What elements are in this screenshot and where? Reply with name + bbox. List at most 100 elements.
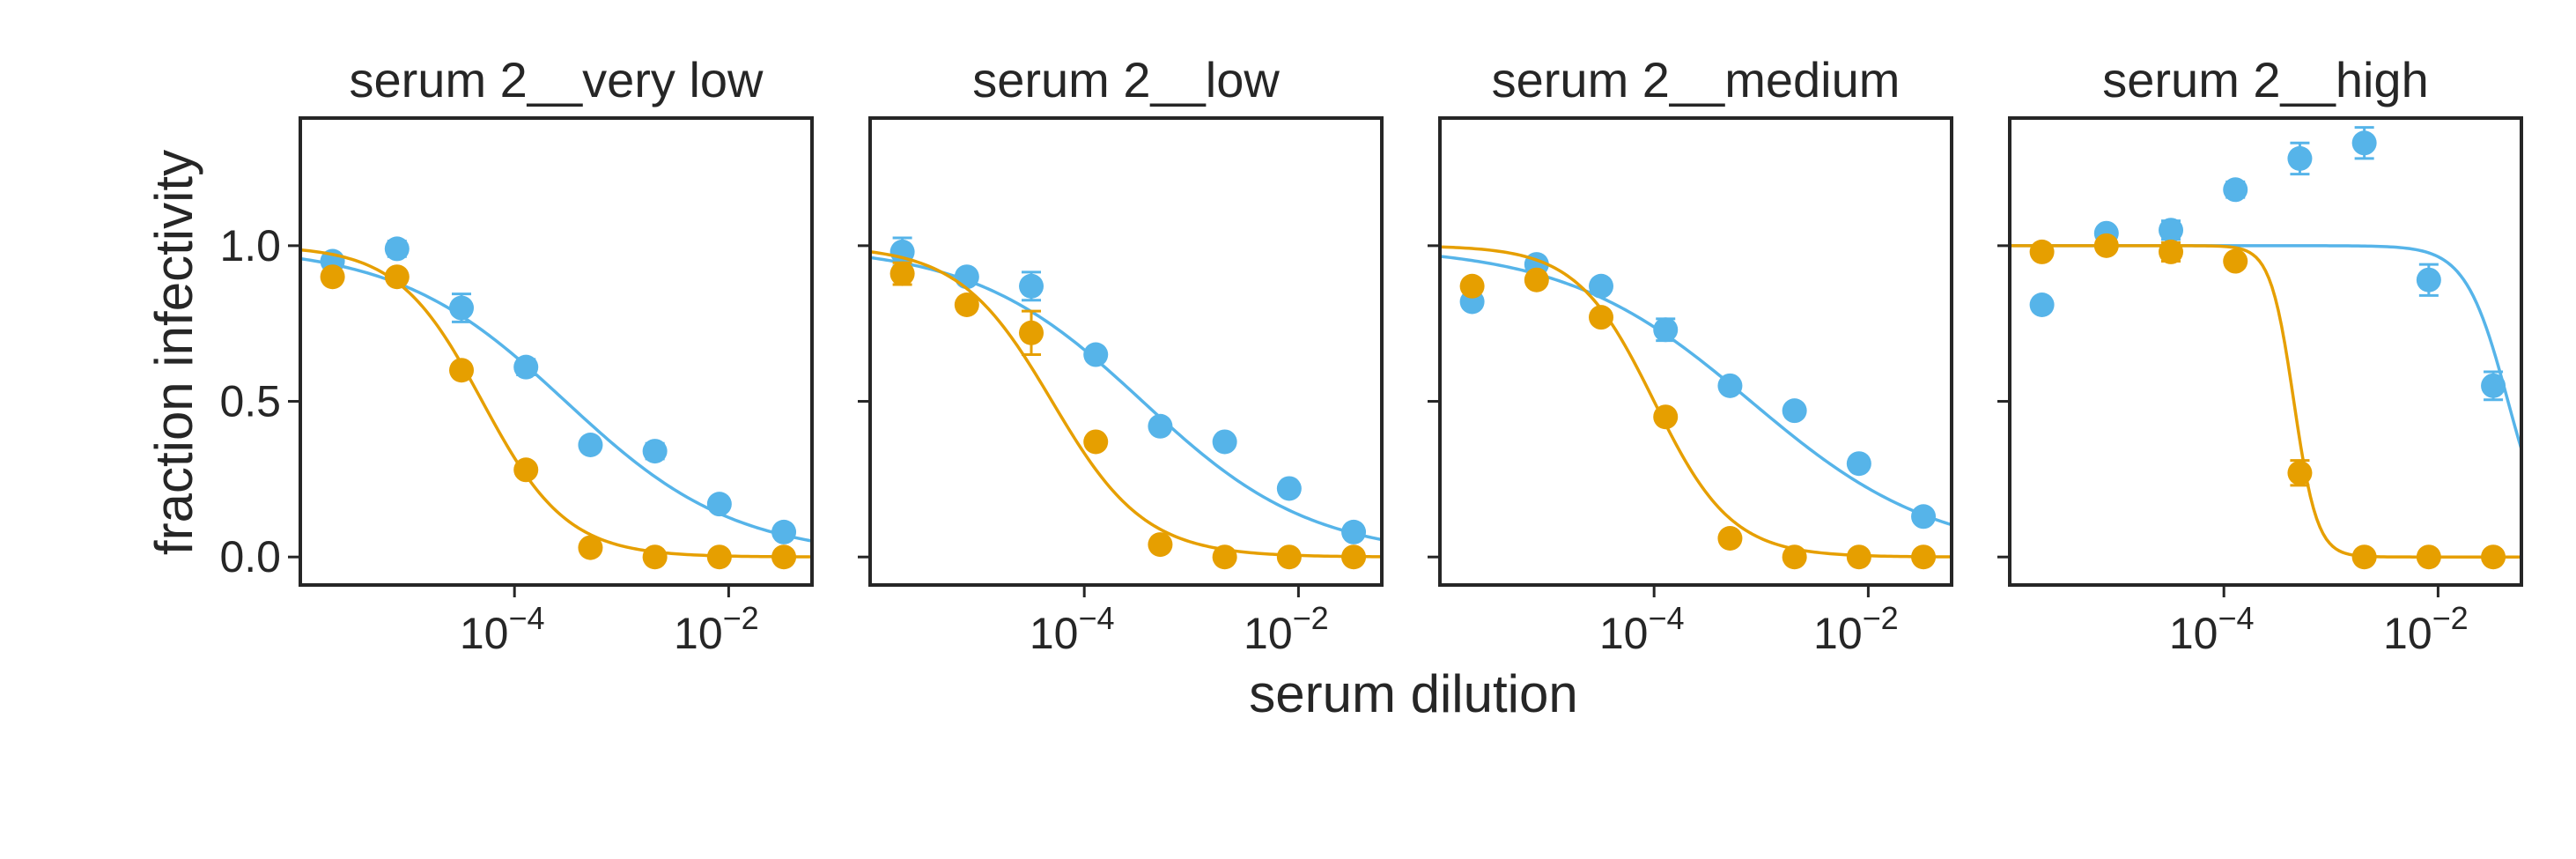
data-point [1019, 273, 1044, 299]
data-point [2481, 373, 2506, 398]
fit-curve [870, 255, 1382, 542]
panel-frame [868, 116, 1384, 587]
y-tick-label: 1.0 [219, 221, 281, 270]
x-tick-exponent: −4 [1078, 600, 1114, 636]
panel-title: serum 2__high [2102, 52, 2428, 107]
data-point [1846, 544, 1871, 570]
data-point [1148, 532, 1173, 558]
x-tick-label: 10−2 [674, 600, 759, 658]
fit-curve [1440, 245, 1952, 559]
data-point [1019, 320, 1044, 345]
y-axis-label: fraction infectivity [144, 150, 203, 555]
data-point [771, 544, 797, 570]
panel-frame [299, 116, 814, 587]
data-point [2029, 239, 2055, 264]
data-point [2159, 239, 2184, 264]
panel-1: serum 2__very low 1.0 0.5 0.0 10−4 10−2 [219, 52, 814, 658]
x-tick-exponent: −4 [1648, 600, 1684, 636]
data-point [384, 236, 410, 262]
x-tick-label: 10−2 [1813, 600, 1899, 658]
data-point [1782, 544, 1807, 570]
data-point [642, 544, 668, 570]
x-tick-exponent: −2 [2432, 600, 2469, 636]
data-point [2159, 218, 2184, 243]
data-point [2351, 544, 2377, 570]
data-point [320, 264, 345, 290]
fit-curve [1440, 255, 1952, 527]
data-point [954, 264, 979, 290]
data-point [642, 439, 668, 464]
data-point [1083, 429, 1109, 455]
data-point [1846, 451, 1871, 477]
data-point [1911, 504, 1937, 529]
data-point [1212, 544, 1237, 570]
panel-3: serum 2__medium 10−4 10−2 [1428, 52, 1953, 658]
data-point [2029, 293, 2055, 317]
series-blue [2010, 126, 2521, 450]
series-blue [870, 236, 1382, 544]
data-point [1276, 476, 1302, 501]
x-tick-label: 10−4 [2169, 600, 2255, 658]
data-point [1083, 342, 1109, 367]
data-point [1589, 305, 1614, 330]
panel-2: serum 2__low 10−4 10−2 [858, 52, 1384, 658]
x-tick-exponent: −2 [723, 600, 759, 636]
panel-title: serum 2__medium [1492, 52, 1901, 107]
series-orange [870, 250, 1382, 570]
panel-title: serum 2__low [972, 52, 1280, 107]
data-point [2093, 233, 2119, 258]
panel-frame [1438, 116, 1953, 587]
y-tick-label: 0.5 [219, 377, 281, 426]
data-point [1276, 544, 1302, 570]
panel-frame [2008, 116, 2523, 587]
data-point [1717, 373, 1743, 398]
series-orange [300, 248, 812, 570]
x-tick-label: 10−2 [1244, 600, 1329, 658]
x-tick-exponent: −2 [1293, 600, 1329, 636]
fit-curve [2010, 244, 2521, 450]
panel-4: serum 2__high 10−4 10−2 [1997, 52, 2523, 658]
data-point [2351, 130, 2377, 156]
data-point [513, 457, 539, 483]
x-tick-exponent: −4 [2218, 600, 2254, 636]
x-tick-exponent: −4 [508, 600, 544, 636]
series-orange [2010, 233, 2521, 570]
data-point [771, 519, 797, 544]
series-blue [300, 236, 812, 544]
data-point [1212, 429, 1237, 455]
fit-curve [2010, 244, 2521, 559]
data-point [1524, 267, 1549, 293]
x-tick-label: 10−4 [1599, 600, 1685, 658]
data-point [578, 535, 603, 560]
data-point [1459, 273, 1485, 299]
data-point [1341, 544, 1367, 570]
data-point [513, 354, 539, 380]
data-point [2416, 544, 2441, 570]
y-tick-label: 0.0 [219, 532, 281, 581]
data-point [706, 544, 732, 570]
data-point [1911, 544, 1937, 570]
fit-curve [300, 248, 812, 559]
data-point [1653, 317, 1679, 343]
data-point [449, 295, 475, 321]
x-tick-label: 10−4 [1030, 600, 1115, 658]
data-point [2223, 248, 2248, 274]
data-point [2287, 145, 2313, 171]
data-point [578, 433, 603, 457]
data-point [2287, 460, 2313, 485]
x-tick-label: 10−4 [460, 600, 545, 658]
data-point [1341, 519, 1367, 544]
data-point [954, 293, 979, 317]
data-point [1782, 398, 1807, 424]
series-blue [1440, 252, 1952, 529]
panel-title: serum 2__very low [350, 52, 764, 107]
data-point [1589, 273, 1614, 299]
x-tick-label: 10−2 [2383, 600, 2469, 658]
data-point [889, 261, 915, 286]
data-point [449, 358, 475, 383]
data-point [2416, 267, 2441, 293]
series-orange [1440, 245, 1952, 570]
fit-curve [870, 250, 1382, 559]
data-point [2481, 544, 2506, 570]
